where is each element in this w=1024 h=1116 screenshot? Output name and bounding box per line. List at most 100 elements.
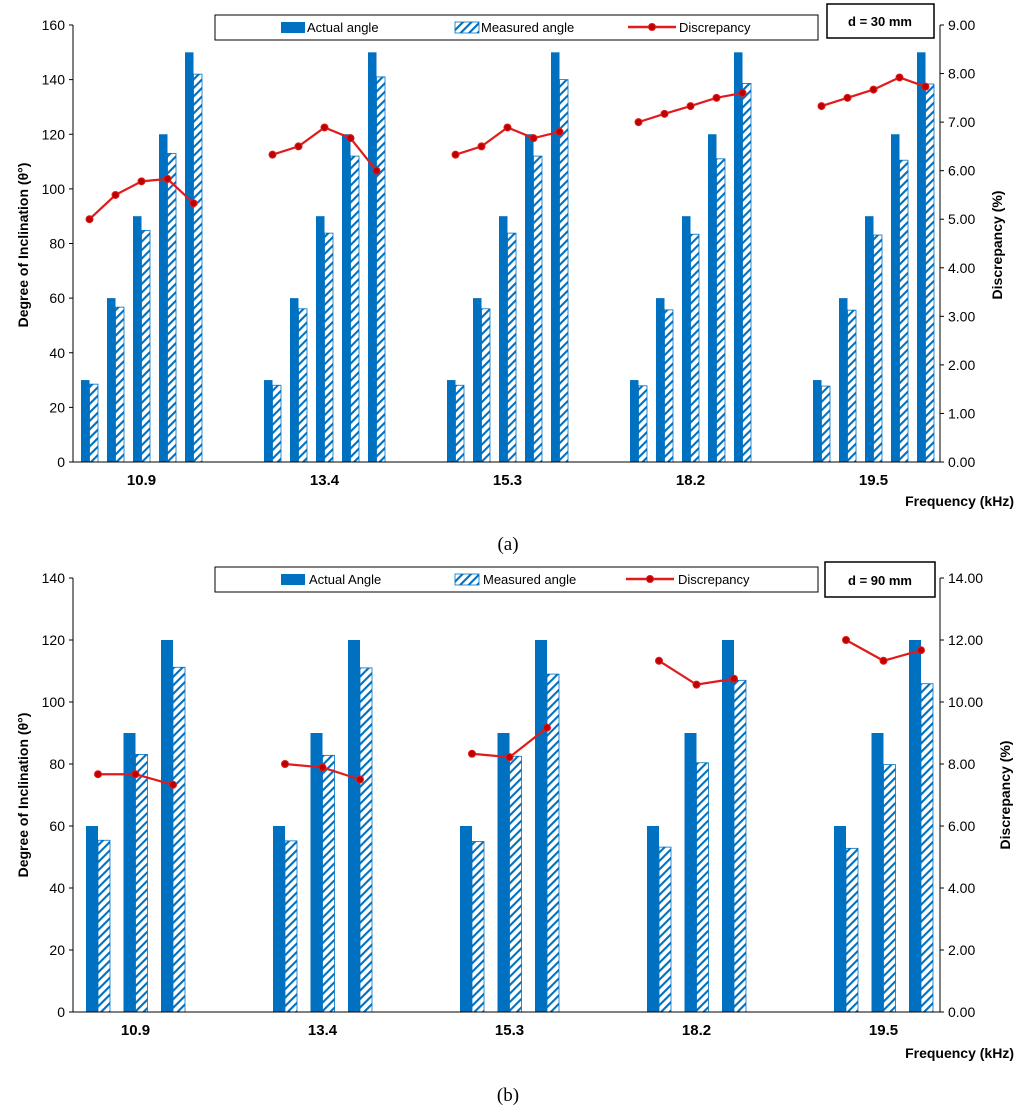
discrepancy-point [346,134,355,143]
discrepancy-point [917,646,925,655]
discrepancy-point [660,109,669,118]
bar-actual [310,733,323,1012]
bar-measured [471,841,485,1013]
bar-measured [298,308,308,463]
bar-measured [135,753,148,1013]
y-tick-label: 80 [49,756,65,772]
x-tick-label: 18.2 [682,1022,711,1039]
bar-measured [115,306,125,463]
y-tick-label: 60 [49,818,65,834]
discrepancy-point [356,775,364,784]
discrepancy-point [189,199,198,208]
bar-actual [708,134,717,462]
bar-actual [460,826,472,1012]
y2-tick-label: 6.00 [948,163,975,179]
bar-actual [656,298,665,462]
y-tick-label: 20 [49,399,65,415]
y-axis-title: Degree of Inclination (θ°) [15,713,31,878]
legend-swatch-measured [454,21,480,34]
x-tick-label: 13.4 [310,472,340,489]
discrepancy-point [730,674,738,683]
legend-label-measured: Measured angle [481,20,574,35]
discrepancy-point [712,93,721,102]
panel-caption-a: (a) [497,534,518,555]
bar-measured [664,309,674,463]
discrepancy-point [169,780,177,789]
discrepancy-point [468,749,476,758]
bar-actual [891,134,900,462]
legend-label-measured: Measured angle [483,572,576,587]
legend-marker-discrepancy [648,23,656,31]
y2-tick-label: 9.00 [948,17,975,33]
x-tick-label: 19.5 [859,472,888,489]
bar-actual [834,826,846,1012]
bar-actual [535,640,547,1012]
bar-actual [909,640,921,1012]
legend-label-actual: Actual angle [307,20,379,35]
bar-measured [455,384,465,463]
discrepancy-point [372,166,381,175]
discrepancy-point [895,73,904,82]
bar-actual [159,134,168,462]
y2-tick-label: 8.00 [948,66,975,82]
y2-tick-label: 0.00 [948,454,975,470]
discrepancy-point [85,215,94,224]
bar-measured [284,840,298,1013]
bar-actual [497,733,510,1012]
bar-actual [684,733,697,1012]
bar-measured [847,309,857,463]
bar-actual [161,640,173,1012]
bar-measured [509,755,522,1013]
bar-actual [734,52,743,462]
y2-tick-label: 2.00 [948,357,975,373]
y2-tick-label: 12.00 [948,632,983,648]
bar-measured [507,232,517,463]
discrepancy-point [869,85,878,94]
discrepancy-point [555,127,564,136]
discrepancy-point [921,82,930,91]
y2-axis-title: Discrepancy (%) [997,741,1013,850]
bar-measured [350,155,360,463]
y2-tick-label: 2.00 [948,942,975,958]
y-tick-label: 140 [42,570,66,586]
bar-measured [97,839,111,1013]
bar-actual [123,733,136,1012]
discrepancy-point [634,118,643,127]
bar-measured [883,764,896,1013]
bar-measured [481,308,491,463]
bar-actual [348,640,360,1012]
y2-tick-label: 5.00 [948,211,975,227]
y-tick-label: 40 [49,345,65,361]
discrepancy-point [318,763,327,772]
discrepancy-point [94,770,102,779]
legend-swatch-actual [281,574,305,585]
distance-label: d = 30 mm [848,14,912,29]
discrepancy-point [543,723,551,732]
bar-measured [873,234,883,463]
x-tick-label: 10.9 [127,472,156,489]
y-tick-label: 120 [42,632,66,648]
bar-actual [722,640,734,1012]
x-tick-label: 15.3 [493,472,522,489]
discrepancy-point [268,150,277,159]
bar-actual [917,52,926,462]
bar-measured [742,83,752,463]
discrepancy-point [529,134,538,143]
y-tick-label: 160 [42,17,66,33]
y2-tick-label: 8.00 [948,756,975,772]
x-tick-label: 10.9 [121,1022,150,1039]
legend-marker-discrepancy [646,575,654,583]
x-tick-label: 15.3 [495,1022,524,1039]
bar-measured [899,159,909,463]
bar-actual [647,826,659,1012]
discrepancy-point [111,190,120,199]
bar-actual [185,52,194,462]
x-tick-label: 18.2 [676,472,705,489]
bar-measured [193,73,203,463]
x-tick-label: 13.4 [308,1022,338,1039]
y-tick-label: 100 [42,181,66,197]
y2-tick-label: 6.00 [948,818,975,834]
bar-actual [630,380,639,462]
discrepancy-point [137,177,146,186]
